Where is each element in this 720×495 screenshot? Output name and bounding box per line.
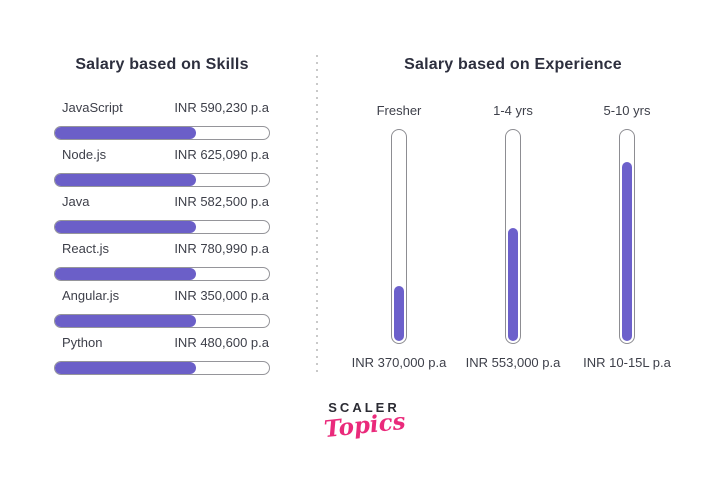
skill-value: INR 625,090 p.a	[174, 147, 269, 162]
skill-label: Java	[62, 194, 90, 209]
skill-bar-track	[54, 126, 270, 140]
skills-chart: Salary based on Skills JavaScript INR 59…	[54, 56, 270, 382]
experience-chart: Fresher INR 370,000 p.a 1-4 yrs INR 553,…	[346, 103, 680, 370]
section-divider	[316, 55, 318, 377]
experience-col-5-10yrs: 5-10 yrs INR 10-15L p.a	[574, 103, 680, 370]
experience-label: Fresher	[376, 103, 422, 118]
skill-row-angularjs: Angular.js INR 350,000 p.a	[54, 288, 270, 328]
skill-bar-track	[54, 173, 270, 187]
skill-value: INR 350,000 p.a	[174, 288, 269, 303]
experience-col-1-4yrs: 1-4 yrs INR 553,000 p.a	[460, 103, 566, 370]
skills-chart-title: Salary based on Skills	[75, 56, 249, 73]
experience-label: 1-4 yrs	[493, 103, 533, 118]
skill-value: INR 780,990 p.a	[174, 241, 269, 256]
skill-row-python: Python INR 480,600 p.a	[54, 335, 270, 375]
skill-bar-fill	[55, 221, 197, 233]
skill-value: INR 590,230 p.a	[174, 100, 269, 115]
skill-bar-track	[54, 267, 270, 281]
experience-label: 5-10 yrs	[603, 103, 651, 118]
skill-value: INR 480,600 p.a	[174, 335, 269, 350]
skill-label: Node.js	[62, 147, 107, 162]
experience-col-fresher: Fresher INR 370,000 p.a	[346, 103, 452, 370]
logo-wordmark-scaler: SCALER	[328, 400, 400, 415]
skill-bar-track	[54, 361, 270, 375]
skill-label: Angular.js	[62, 288, 120, 303]
experience-tube-track	[505, 129, 521, 344]
skill-bar-fill	[55, 315, 197, 327]
experience-tube-fill	[622, 162, 632, 341]
skill-row-java: Java INR 582,500 p.a	[54, 194, 270, 234]
skill-label: Python	[62, 335, 103, 350]
experience-chart-title: Salary based on Experience	[404, 56, 622, 73]
skill-row-reactjs: React.js INR 780,990 p.a	[54, 241, 270, 281]
experience-tube-fill	[394, 285, 404, 341]
skill-bar-fill	[55, 127, 197, 139]
skill-value: INR 582,500 p.a	[174, 194, 269, 209]
skill-bar-fill	[55, 268, 197, 280]
skill-label: JavaScript	[62, 100, 123, 115]
skill-row-nodejs: Node.js INR 625,090 p.a	[54, 147, 270, 187]
experience-tube-track	[619, 129, 635, 344]
experience-value: INR 10-15L p.a	[583, 355, 671, 370]
experience-value: INR 553,000 p.a	[465, 355, 561, 370]
skill-bar-track	[54, 314, 270, 328]
experience-value: INR 370,000 p.a	[351, 355, 447, 370]
skill-bar-fill	[55, 362, 197, 374]
scaler-topics-logo: SCALER Topics	[323, 400, 407, 443]
skill-label: React.js	[62, 241, 109, 256]
experience-tube-fill	[508, 228, 518, 341]
skill-row-javascript: JavaScript INR 590,230 p.a	[54, 100, 270, 140]
skill-bar-track	[54, 220, 270, 234]
skill-bar-fill	[55, 174, 197, 186]
experience-tube-track	[391, 129, 407, 344]
